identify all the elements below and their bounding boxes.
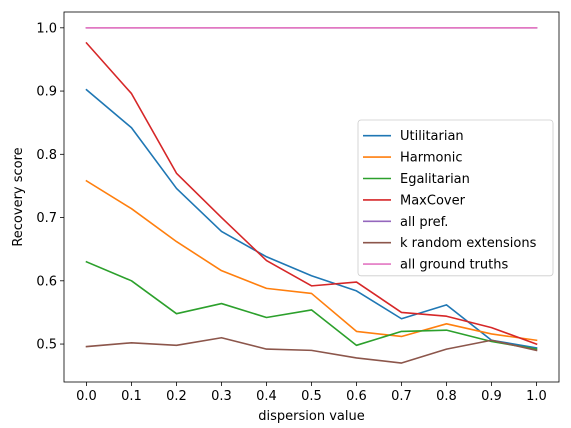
x-axis-label: dispersion value: [258, 409, 364, 424]
x-tick-label: 0.2: [166, 389, 187, 404]
legend-entry-label: Utilitarian: [400, 129, 464, 144]
x-tick-label: 0.0: [76, 389, 97, 404]
series-line-maxcover: [85, 41, 538, 346]
legend-entry-label: all ground truths: [400, 258, 508, 273]
series-line-egalitarian: [85, 260, 538, 351]
x-tick-label: 0.1: [121, 389, 142, 404]
y-axis: 0.5 0.6 0.7 0.8 0.9 1.0: [36, 21, 64, 353]
series-line-utilitarian: [85, 88, 538, 349]
x-tick-label: 0.3: [211, 389, 232, 404]
x-tick-label: 0.4: [256, 389, 277, 404]
y-axis-label: Recovery score: [11, 147, 26, 246]
legend-entry-label: Harmonic: [400, 151, 462, 166]
y-tick-label: 1.0: [36, 21, 57, 36]
y-tick-label: 0.9: [36, 85, 57, 100]
x-tick-label: 0.6: [346, 389, 367, 404]
x-tick-label: 0.5: [301, 389, 322, 404]
y-tick-label: 0.7: [36, 211, 57, 226]
x-tick-label: 0.7: [391, 389, 412, 404]
x-tick-label: 0.8: [436, 389, 457, 404]
x-tick-label: 0.9: [481, 389, 502, 404]
y-tick-label: 0.8: [36, 148, 57, 163]
legend-entry-label: all pref.: [400, 215, 448, 230]
legend: Utilitarian Harmonic Egalitarian MaxCover al…: [357, 119, 554, 277]
series-layer: [85, 27, 538, 364]
series-line-harmonic: [85, 179, 538, 342]
x-axis: 0.0 0.1 0.2 0.3 0.4 0.5 0.6 0.7 0.8 0.9 1.0: [76, 382, 547, 404]
legend-entry-label: MaxCover: [400, 193, 466, 208]
legend-box: [357, 119, 554, 277]
y-tick-label: 0.6: [36, 274, 57, 289]
y-tick-label: 0.5: [36, 338, 57, 353]
legend-entry-label: Egalitarian: [400, 172, 470, 187]
x-tick-label: 1.0: [526, 389, 547, 404]
series-line-k-random-extensions: [85, 336, 538, 364]
legend-entry-label: k random extensions: [400, 236, 537, 251]
